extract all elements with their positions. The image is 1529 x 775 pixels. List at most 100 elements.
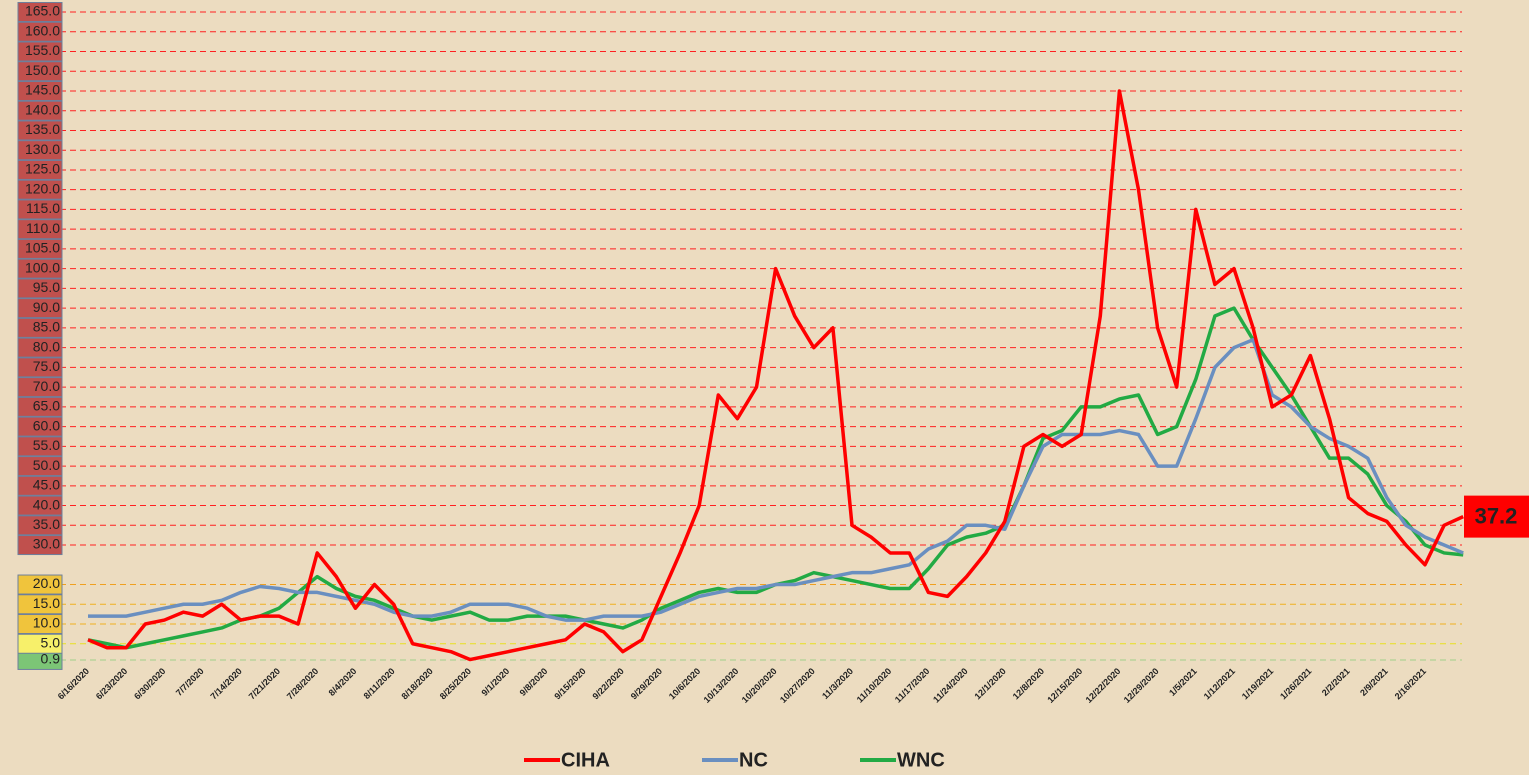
x-tick-label: 6/23/2020 — [94, 666, 129, 701]
y-tick-box — [17, 120, 63, 141]
legend-label: NC — [739, 749, 768, 771]
y-tick-box — [17, 594, 63, 615]
x-tick-label: 7/14/2020 — [209, 666, 244, 701]
y-tick-box — [17, 515, 63, 536]
y-tick-label: 115.0 — [26, 200, 60, 216]
y-tick-label: 95.0 — [33, 279, 60, 295]
y-tick-label: 155.0 — [25, 42, 60, 58]
y-tick-box — [17, 535, 63, 556]
y-tick-box — [17, 377, 63, 398]
y-tick-box — [17, 278, 63, 299]
y-tick-label: 125.0 — [25, 161, 60, 177]
y-tick-box — [17, 436, 63, 457]
x-tick-label: 8/25/2020 — [438, 666, 473, 701]
y-tick-label: 150.0 — [25, 62, 60, 78]
y-tick-label: 80.0 — [33, 338, 60, 354]
x-tick-label: 12/15/2020 — [1045, 666, 1084, 705]
y-tick-box — [17, 396, 63, 417]
y-tick-label: 105.0 — [25, 240, 60, 256]
y-tick-label: 70.0 — [33, 378, 60, 394]
y-tick-label: 160.0 — [25, 22, 60, 38]
x-tick-label: 9/29/2020 — [629, 666, 664, 701]
x-tick-label: 8/11/2020 — [362, 666, 397, 701]
y-tick-label: 35.0 — [33, 516, 60, 532]
y-tick-label: 30.0 — [33, 536, 60, 552]
y-tick-box — [17, 21, 63, 42]
y-tick-label: 50.0 — [33, 457, 60, 473]
y-tick-label: 15.0 — [33, 595, 60, 611]
y-tick-box — [17, 456, 63, 477]
x-tick-label: 2/2/2021 — [1320, 666, 1352, 698]
y-tick-box — [17, 317, 63, 338]
y-tick-box — [17, 357, 63, 378]
y-tick-box — [17, 475, 63, 496]
x-tick-label: 12/8/2020 — [1011, 666, 1046, 701]
y-tick-box — [17, 61, 63, 82]
y-tick-box — [17, 258, 63, 279]
x-tick-label: 7/21/2020 — [247, 666, 282, 701]
legend-label: CIHA — [561, 749, 610, 771]
series-line — [87, 89, 1464, 662]
y-tick-box — [17, 199, 63, 220]
x-tick-label: 11/3/2020 — [820, 666, 855, 701]
y-tick-box — [17, 2, 63, 22]
y-tick-box — [17, 495, 63, 516]
y-tick-box — [17, 238, 63, 259]
y-tick-label: 100.0 — [25, 259, 60, 275]
y-tick-label: 20.0 — [33, 575, 60, 591]
y-tick-label: 120.0 — [25, 180, 60, 196]
x-tick-label: 11/17/2020 — [893, 666, 932, 705]
y-tick-label: 130.0 — [25, 141, 60, 157]
y-tick-label: 0.9 — [41, 651, 61, 667]
y-tick-box — [17, 633, 63, 654]
y-tick-label: 140.0 — [25, 101, 60, 117]
y-tick-box — [17, 41, 63, 62]
y-tick-label: 65.0 — [33, 398, 60, 414]
x-tick-label: 10/13/2020 — [702, 666, 741, 705]
x-tick-label: 7/28/2020 — [285, 666, 320, 701]
x-tick-label: 10/27/2020 — [778, 666, 817, 705]
annotation-box — [1464, 495, 1529, 538]
legend-label: WNC — [897, 749, 945, 771]
x-tick-label: 12/1/2020 — [973, 666, 1008, 701]
y-tick-box — [17, 337, 63, 358]
x-tick-label: 2/16/2021 — [1393, 666, 1428, 701]
y-tick-label: 60.0 — [33, 417, 60, 433]
x-tick-label: 2/9/2021 — [1358, 666, 1390, 698]
y-tick-label: 45.0 — [33, 477, 60, 493]
y-tick-box — [17, 574, 63, 595]
y-tick-box — [17, 614, 63, 635]
x-tick-label: 1/5/2021 — [1167, 666, 1199, 698]
x-tick-label: 11/24/2020 — [931, 666, 970, 705]
y-tick-box — [17, 219, 63, 240]
y-tick-label: 55.0 — [33, 437, 60, 453]
y-tick-label: 40.0 — [33, 496, 60, 512]
x-tick-label: 11/10/2020 — [855, 666, 894, 705]
y-tick-label: 145.0 — [25, 82, 60, 98]
y-tick-box — [17, 159, 63, 180]
x-tick-label: 10/20/2020 — [740, 666, 779, 705]
x-tick-label: 1/26/2021 — [1278, 666, 1313, 701]
y-tick-label: 85.0 — [33, 319, 60, 335]
x-tick-label: 6/16/2020 — [56, 666, 91, 701]
y-tick-label: 90.0 — [33, 299, 60, 315]
annotation: 37.2 — [1475, 503, 1518, 528]
x-tick-label: 10/6/2020 — [667, 666, 702, 701]
y-tick-label: 110.0 — [26, 220, 60, 236]
y-tick-label: 5.0 — [41, 634, 61, 650]
x-tick-label: 6/30/2020 — [132, 666, 167, 701]
series-line — [88, 337, 1464, 622]
y-tick-box — [17, 80, 63, 101]
y-tick-box — [17, 179, 63, 200]
x-tick-label: 9/22/2020 — [591, 666, 626, 701]
y-tick-box — [17, 140, 63, 161]
x-tick-label: 9/1/2020 — [479, 666, 511, 698]
x-tick-label: 12/29/2020 — [1122, 666, 1161, 705]
y-tick-box — [17, 416, 63, 437]
y-tick-label: 165.0 — [25, 3, 60, 19]
x-tick-label: 8/18/2020 — [400, 666, 435, 701]
x-tick-label: 12/22/2020 — [1084, 666, 1123, 705]
x-tick-label: 1/19/2021 — [1240, 666, 1275, 701]
x-tick-label: 7/7/2020 — [174, 666, 206, 698]
